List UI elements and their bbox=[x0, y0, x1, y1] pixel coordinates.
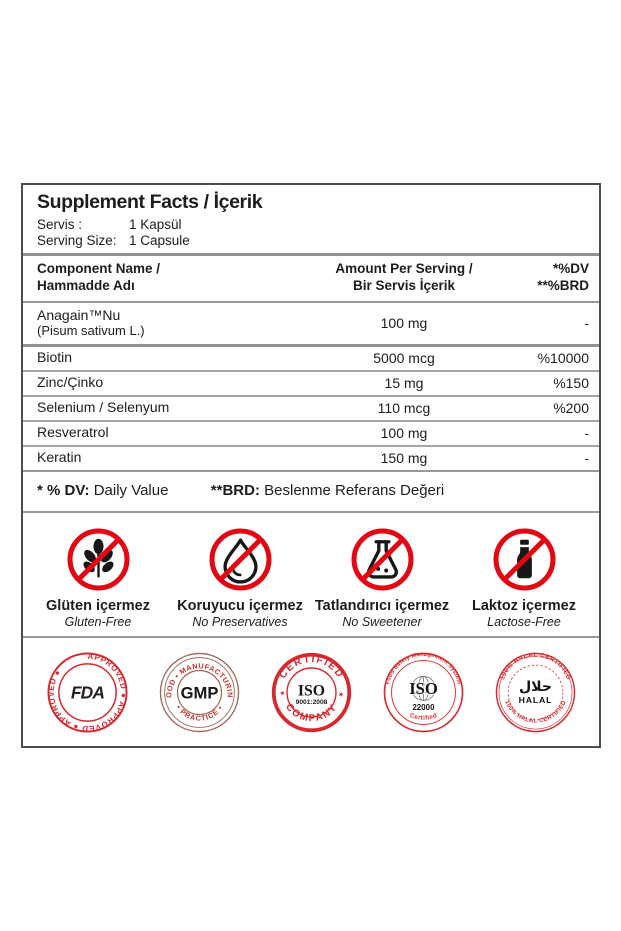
free-from-label-tr: Koruyucu içermez bbox=[177, 597, 303, 614]
label-title: Supplement Facts / İçerik bbox=[37, 191, 263, 213]
svg-text:ISO: ISO bbox=[409, 679, 438, 698]
serving-label-en: Serving Size: bbox=[37, 233, 117, 249]
row-name: Keratin bbox=[37, 449, 82, 466]
title-section: Supplement Facts / İçerik Servis : 1 Kap… bbox=[23, 185, 599, 253]
svg-text:100% HALAL CERTIFIED: 100% HALAL CERTIFIED bbox=[499, 651, 572, 680]
row-amount: 110 mcg bbox=[377, 399, 431, 416]
free-from-label-en: No Preservatives bbox=[192, 614, 288, 629]
table-header: Component Name / Hammadde Adı Amount Per… bbox=[23, 256, 599, 301]
svg-text:9001:2008: 9001:2008 bbox=[295, 699, 327, 706]
row-dv: %200 bbox=[553, 399, 589, 416]
lactose-free-item: Laktoz içermez Lactose-Free bbox=[453, 526, 595, 629]
halal-badge: 100% HALAL CERTIFIED 100% HALAL CERTIFIE… bbox=[495, 651, 575, 732]
amount-col-header: Amount Per Serving / Bir Servis İçerik bbox=[335, 261, 473, 294]
iso-22000-badge: Food Safety Management System Certified … bbox=[383, 651, 463, 732]
row-amount: 5000 mcg bbox=[373, 349, 435, 366]
svg-text:ISO: ISO bbox=[297, 682, 324, 699]
no-gluten-icon bbox=[67, 528, 129, 591]
table-row: Anagain™Nu (Pisum sativum L.) 100 mg - bbox=[23, 303, 599, 344]
svg-text:• PRACTICE •: • PRACTICE • bbox=[174, 703, 225, 722]
svg-text:Certified: Certified bbox=[408, 712, 438, 722]
row-name: Anagain™Nu bbox=[37, 307, 121, 324]
table-row: Selenium / Selenyum 110 mcg %200 bbox=[23, 394, 599, 420]
svg-text:حلال: حلال bbox=[518, 678, 551, 694]
divider bbox=[23, 253, 599, 257]
dv-footnote-label: * % DV: bbox=[37, 481, 90, 499]
table-row: Biotin 5000 mcg %10000 bbox=[23, 347, 599, 370]
row-name: Zinc/Çinko bbox=[37, 374, 104, 391]
free-from-label-tr: Laktoz içermez bbox=[472, 597, 576, 614]
row-dv: %10000 bbox=[537, 349, 589, 366]
free-from-label-tr: Glüten içermez bbox=[46, 597, 150, 614]
divider bbox=[23, 510, 599, 513]
row-dv: - bbox=[584, 314, 589, 331]
svg-text:★: ★ bbox=[278, 688, 286, 697]
svg-text:HALAL: HALAL bbox=[518, 694, 552, 704]
free-from-label-en: Gluten-Free bbox=[64, 614, 132, 629]
free-from-label-tr: Tatlandırıcı içermez bbox=[314, 597, 450, 614]
svg-text:FDA: FDA bbox=[70, 682, 104, 702]
fda-approved-badge: APPROVED ● APPROVED ● APPROVED ● FDA bbox=[46, 651, 127, 732]
divider bbox=[23, 636, 599, 638]
row-name: Resveratrol bbox=[37, 424, 109, 441]
no-preservatives-icon bbox=[209, 528, 271, 591]
gmp-badge: GOOD • MANUFACTURING • PRACTICE • GMP bbox=[158, 651, 239, 732]
serving-label-tr: Servis : bbox=[37, 217, 83, 232]
iso-9001-badge: CERTIFIED COMPANY ★ ★ ISO 9001:2008 bbox=[271, 652, 351, 732]
free-from-section: Glüten içermez Gluten-Free Koruyucu içer… bbox=[23, 513, 599, 636]
row-amount: 15 mg bbox=[384, 374, 424, 391]
row-subname: (Pisum sativum L.) bbox=[37, 322, 145, 338]
svg-text:★: ★ bbox=[337, 689, 345, 698]
svg-text:GMP: GMP bbox=[180, 683, 218, 702]
certification-badges: APPROVED ● APPROVED ● APPROVED ● FDA GOO… bbox=[23, 638, 599, 746]
divider bbox=[23, 343, 599, 347]
serving-value-tr: 1 Kapsül bbox=[129, 217, 182, 232]
free-from-label-en: No Sweetener bbox=[342, 614, 422, 629]
row-amount: 100 mg bbox=[380, 424, 428, 441]
serving-value-en: 1 Capsule bbox=[129, 233, 190, 249]
serving-info: Servis : 1 Kapsül Serving Size: 1 Capsul… bbox=[37, 217, 585, 249]
table-row: Keratin 150 mg - bbox=[23, 444, 599, 470]
serving-row-en: Serving Size: 1 Capsule bbox=[37, 233, 585, 249]
free-from-label-en: Lactose-Free bbox=[487, 614, 561, 629]
component-col-header: Component Name / Hammadde Adı bbox=[37, 261, 161, 294]
row-name: Selenium / Selenyum bbox=[37, 399, 170, 416]
row-dv: - bbox=[584, 424, 589, 441]
row-name: Biotin bbox=[37, 349, 73, 366]
gluten-free-item: Glüten içermez Gluten-Free bbox=[27, 526, 169, 629]
supplement-label: Supplement Facts / İçerik Servis : 1 Kap… bbox=[21, 183, 601, 748]
table-body: Biotin 5000 mcg %10000 Zinc/Çinko 15 mg … bbox=[23, 347, 599, 470]
table-row: Zinc/Çinko 15 mg %150 bbox=[23, 369, 599, 395]
brd-footnote-text: Beslenme Referans Değeri bbox=[264, 481, 445, 499]
row-amount: 150 mg bbox=[380, 449, 428, 466]
row-amount: 100 mg bbox=[380, 314, 428, 331]
row-dv: %150 bbox=[553, 374, 589, 391]
row-dv: - bbox=[584, 449, 589, 466]
no-lactose-icon bbox=[493, 528, 555, 591]
table-row: Resveratrol 100 mg - bbox=[23, 419, 599, 445]
globe-icon bbox=[410, 675, 436, 701]
dv-footnote-text: Daily Value bbox=[93, 481, 169, 499]
svg-text:22000: 22000 bbox=[412, 702, 435, 711]
divider bbox=[23, 469, 599, 472]
divider bbox=[23, 301, 599, 304]
footnote: * % DV: Daily Value **BRD: Beslenme Refe… bbox=[23, 472, 599, 511]
no-sweetener-item: Tatlandırıcı içermez No Sweetener bbox=[311, 526, 453, 629]
brd-footnote-label: **BRD: bbox=[210, 481, 260, 499]
no-preservatives-item: Koruyucu içermez No Preservatives bbox=[169, 526, 311, 629]
dv-col-header: *%DV **%BRD bbox=[537, 261, 589, 294]
serving-row-tr: Servis : 1 Kapsül bbox=[37, 217, 585, 233]
no-sweetener-icon bbox=[351, 528, 413, 591]
